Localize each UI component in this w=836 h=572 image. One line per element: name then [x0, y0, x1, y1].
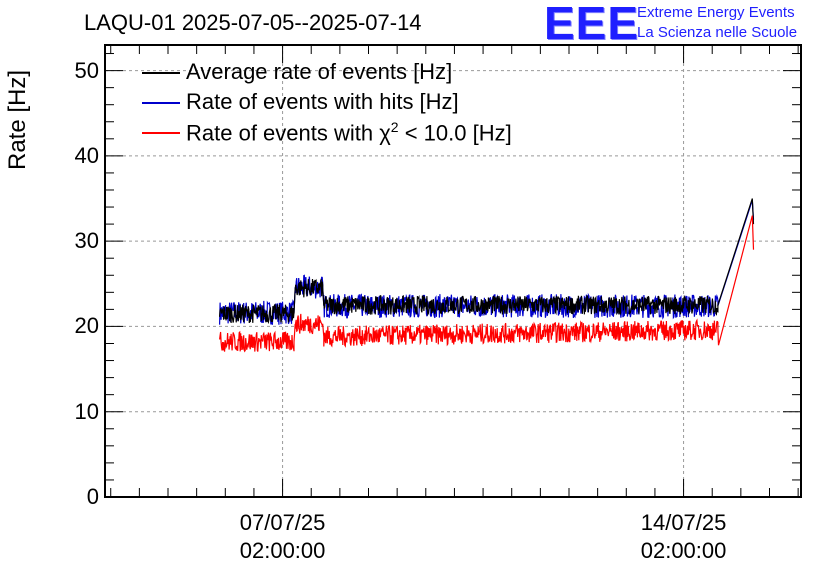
y-tick-label: 30: [74, 228, 99, 254]
x-tick-date: 14/07/25: [640, 510, 727, 535]
series-layer: [219, 198, 755, 353]
legend-chi2-prefix: Rate of events with: [186, 120, 380, 146]
legend-chi2-suffix: < 10.0 [Hz]: [398, 120, 512, 146]
y-tick-label: 10: [74, 398, 99, 424]
plot-frame: [104, 44, 802, 498]
legend-label-chi2: Rate of events with χ2 < 10.0 [Hz]: [186, 119, 512, 146]
legend-chi2-sup: 2: [390, 119, 399, 135]
chart-title: LAQU-01 2025-07-05--2025-07-14: [84, 10, 422, 35]
logo-line-1: Extreme Energy Events: [637, 4, 795, 21]
series-line: [219, 198, 755, 325]
legend-label-hits: Rate of events with hits [Hz]: [186, 89, 459, 114]
logo-line-2: La Scienza nelle Scuole: [637, 24, 798, 41]
grid-lines: [105, 45, 801, 497]
y-axis-label: Rate [Hz]: [4, 69, 31, 170]
axis-ticks: [105, 45, 801, 498]
x-tick-label: 07/07/25 02:00:00: [223, 509, 343, 565]
legend-lines: [142, 72, 180, 134]
x-tick-time: 02:00:00: [640, 538, 727, 563]
series-line: [219, 215, 755, 353]
legend-chi2-symbol: χ: [379, 120, 391, 146]
x-tick-date: 07/07/25: [239, 510, 326, 535]
y-tick-label: 40: [74, 142, 99, 168]
y-tick-label: 0: [86, 484, 99, 509]
x-tick-time: 02:00:00: [239, 538, 326, 563]
y-tick-label: 20: [74, 313, 99, 339]
x-tick-label: 14/07/25 02:00:00: [624, 509, 744, 565]
eee-logo: EEE: [544, 0, 640, 49]
legend-label-average: Average rate of events [Hz]: [186, 59, 453, 84]
y-tick-label: 50: [74, 57, 99, 83]
